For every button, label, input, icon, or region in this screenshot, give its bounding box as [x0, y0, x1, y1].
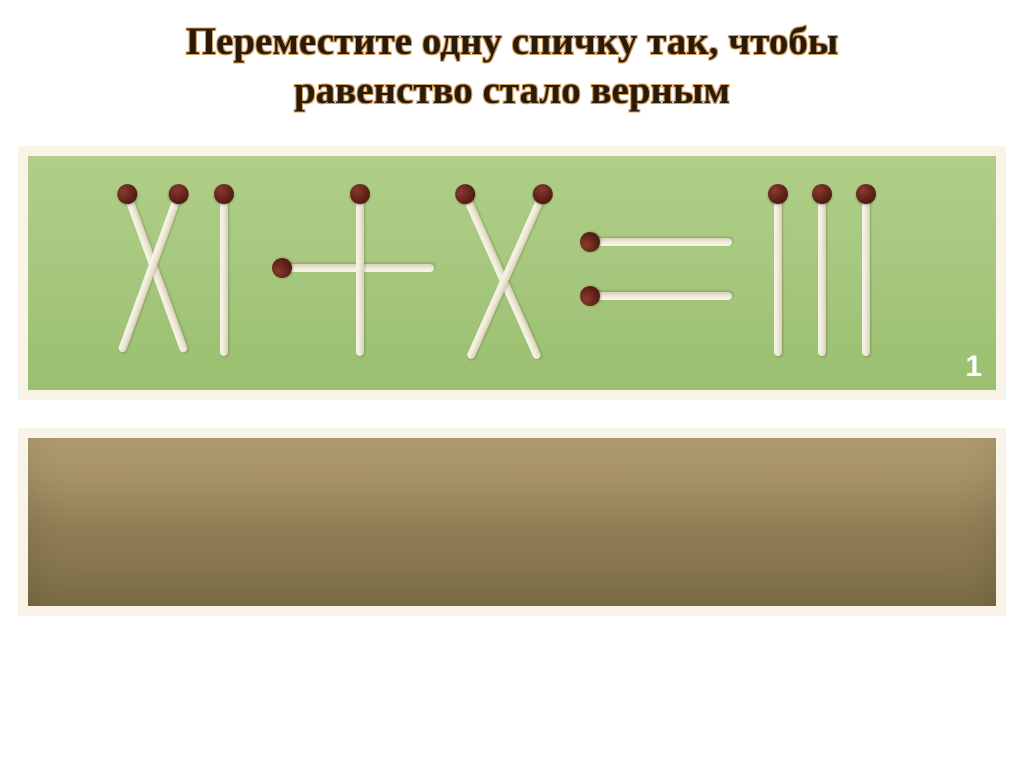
- puzzle-number-badge: 1: [965, 350, 982, 384]
- match-III-2: [818, 196, 826, 356]
- match-I-of-VI: [220, 196, 228, 356]
- title-line-1: Переместите одну спичку так, чтобы: [40, 18, 984, 67]
- match-V-left: [124, 194, 188, 353]
- puzzle-title: Переместите одну спичку так, чтобы равен…: [0, 0, 1024, 128]
- title-line-2: равенство стало верным: [40, 67, 984, 116]
- match-III-1: [774, 196, 782, 356]
- match-eq-top: [592, 238, 732, 246]
- answer-panel: [18, 428, 1006, 616]
- match-eq-bottom: [592, 292, 732, 300]
- puzzle-panel: 1: [18, 146, 1006, 400]
- match-III-3: [862, 196, 870, 356]
- puzzle-area: [28, 156, 996, 390]
- match-plus-vert: [356, 196, 364, 356]
